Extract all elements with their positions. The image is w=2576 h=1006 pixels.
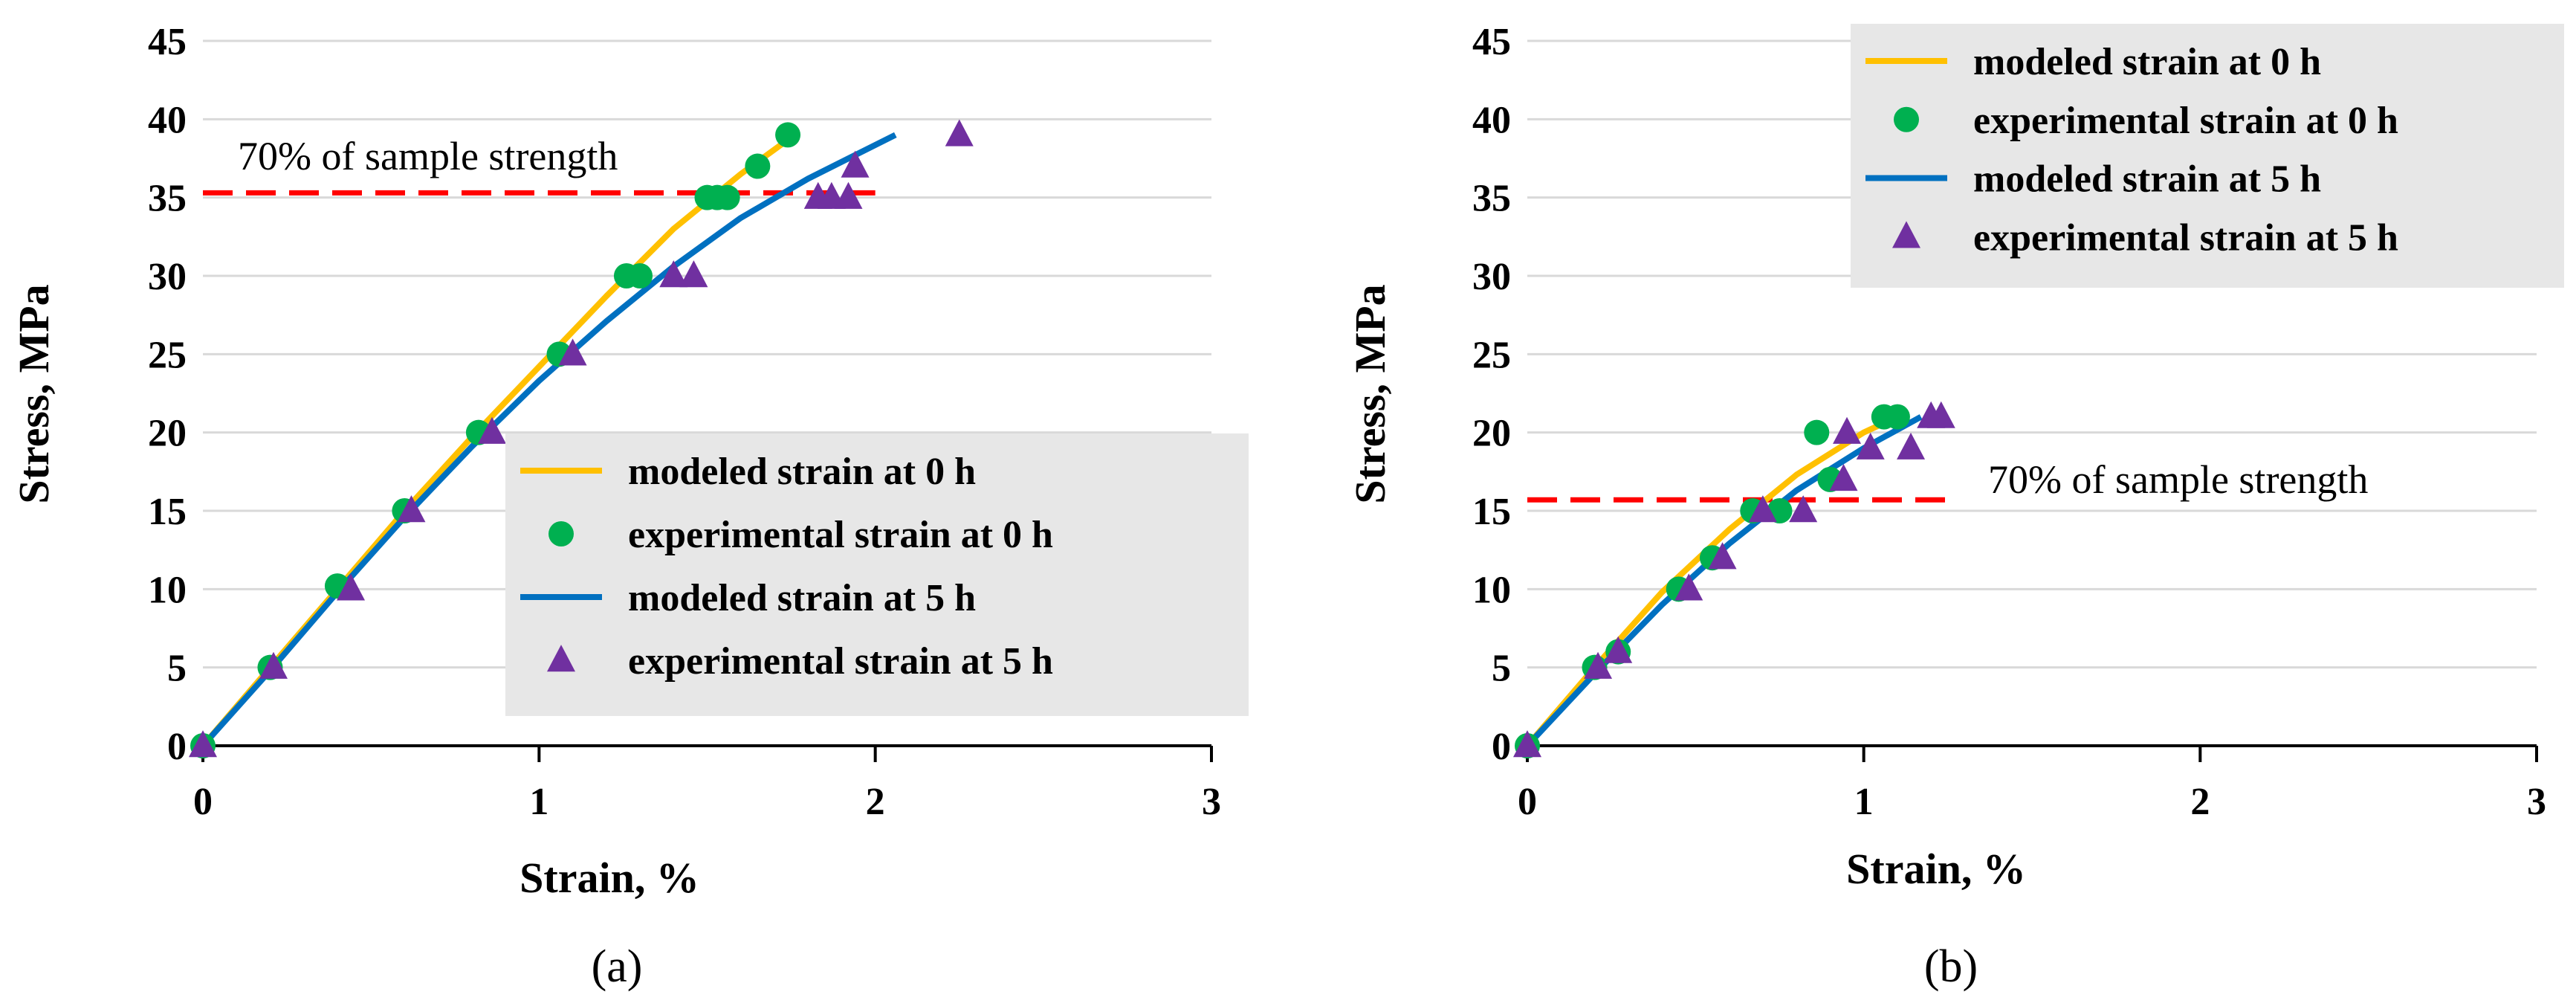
data-point-s3-2 xyxy=(337,573,366,601)
legend-box xyxy=(1851,24,2564,288)
data-point-s3-2 xyxy=(1604,636,1633,663)
y-tick-label: 10 xyxy=(1472,569,1511,611)
y-tick-label: 20 xyxy=(148,413,187,455)
data-point-s3-10 xyxy=(834,181,863,209)
data-point-s3-8 xyxy=(1833,416,1862,444)
data-point-s3-1 xyxy=(259,651,288,679)
data-point-s3-11 xyxy=(841,150,870,178)
y-tick-label: 25 xyxy=(148,334,187,376)
legend-label-3: experimental strain at 5 h xyxy=(1973,216,2398,259)
legend-label-0: modeled strain at 0 h xyxy=(1973,41,2321,83)
panel-label: (a) xyxy=(592,941,643,992)
legend-label-2: modeled strain at 5 h xyxy=(1973,158,2321,201)
y-tick-label: 5 xyxy=(167,648,187,690)
x-tick-label: 2 xyxy=(866,781,885,823)
x-tick-label: 1 xyxy=(1854,781,1874,823)
data-point-s3-5 xyxy=(1748,495,1777,523)
data-point-s3-10 xyxy=(1897,432,1926,460)
legend-label-1: experimental strain at 0 h xyxy=(628,514,1053,556)
legend-label-3: experimental strain at 5 h xyxy=(628,640,1053,683)
y-tick-label: 15 xyxy=(1472,491,1511,533)
series-line-2 xyxy=(201,132,897,748)
data-point-s3-5 xyxy=(558,338,587,366)
series-line-0 xyxy=(1524,413,1899,748)
y-tick-label: 5 xyxy=(1492,648,1511,690)
data-point-s1-10 xyxy=(714,184,740,210)
y-tick-label: 35 xyxy=(1472,178,1511,220)
x-tick-label: 2 xyxy=(2190,781,2210,823)
y-tick-label: 35 xyxy=(148,178,187,220)
data-point-s3-12 xyxy=(1926,401,1955,428)
chart-panel-a: 0 5 10 15 20 25 30 35 40 45 0 1 2 3 70% of sample stre… xyxy=(10,21,1249,992)
legend-box xyxy=(505,433,1249,716)
y-axis-title: Stress, MPa xyxy=(1346,284,1394,503)
data-point-s3-6 xyxy=(1789,495,1818,523)
x-tick-label: 3 xyxy=(1202,781,1221,823)
x-axis-title: Strain, % xyxy=(520,854,699,902)
data-point-s3-9 xyxy=(1856,432,1885,460)
x-axis-title: Strain, % xyxy=(1846,845,2026,893)
x-tick-label: 3 xyxy=(2527,781,2546,823)
x-tick-label: 0 xyxy=(193,781,213,823)
data-point-s3-1 xyxy=(1584,651,1613,679)
data-point-s3-4 xyxy=(478,416,507,444)
y-tick-label: 25 xyxy=(1472,334,1511,376)
y-tick-label: 15 xyxy=(148,491,187,533)
data-point-s1-12 xyxy=(775,122,801,148)
data-point-s3-3 xyxy=(1674,573,1703,601)
data-point-s3-0 xyxy=(189,730,217,758)
data-point-s1-11 xyxy=(745,153,771,179)
data-point-s3-0 xyxy=(1513,730,1541,758)
y-tick-label: 40 xyxy=(1472,99,1511,141)
y-tick-label: 45 xyxy=(1472,21,1511,63)
y-tick-label: 30 xyxy=(1472,256,1511,298)
panel-label: (b) xyxy=(1924,941,1978,992)
legend-swatch-1 xyxy=(1894,106,1919,132)
x-tick-label: 0 xyxy=(1518,781,1537,823)
legend-swatch-1 xyxy=(548,521,574,546)
legend-label-1: experimental strain at 0 h xyxy=(1973,100,2398,142)
data-point-s3-3 xyxy=(397,495,426,523)
y-tick-label: 0 xyxy=(167,726,187,768)
threshold-label: 70% of sample strength xyxy=(238,134,618,178)
x-tick-label: 1 xyxy=(529,781,548,823)
data-point-s1-7 xyxy=(627,263,653,288)
y-tick-label: 30 xyxy=(148,256,187,298)
legend-label-2: modeled strain at 5 h xyxy=(628,577,976,619)
data-point-s1-7 xyxy=(1804,419,1830,445)
y-tick-label: 40 xyxy=(148,99,187,141)
y-tick-label: 20 xyxy=(1472,413,1511,455)
data-point-s1-10 xyxy=(1884,404,1910,430)
data-point-s3-6 xyxy=(659,260,688,288)
legend-swatch-3 xyxy=(547,645,575,672)
data-point-s3-7 xyxy=(1829,463,1858,491)
y-tick-label: 10 xyxy=(148,569,187,611)
threshold-label: 70% of sample strength xyxy=(1988,457,2368,502)
data-point-s3-7 xyxy=(679,260,708,288)
y-axis-title: Stress, MPa xyxy=(10,284,58,503)
chart-panel-b: 0 5 10 15 20 25 30 35 40 45 0 1 2 3 70% of sample stre… xyxy=(1346,21,2564,992)
y-tick-label: 45 xyxy=(148,21,187,63)
series-line-2 xyxy=(1525,414,1923,748)
data-point-s3-12 xyxy=(945,119,974,146)
legend-label-0: modeled strain at 0 h xyxy=(628,451,976,493)
data-point-s3-4 xyxy=(1708,542,1737,570)
legend-swatch-3 xyxy=(1892,221,1920,248)
y-tick-label: 0 xyxy=(1492,726,1511,768)
